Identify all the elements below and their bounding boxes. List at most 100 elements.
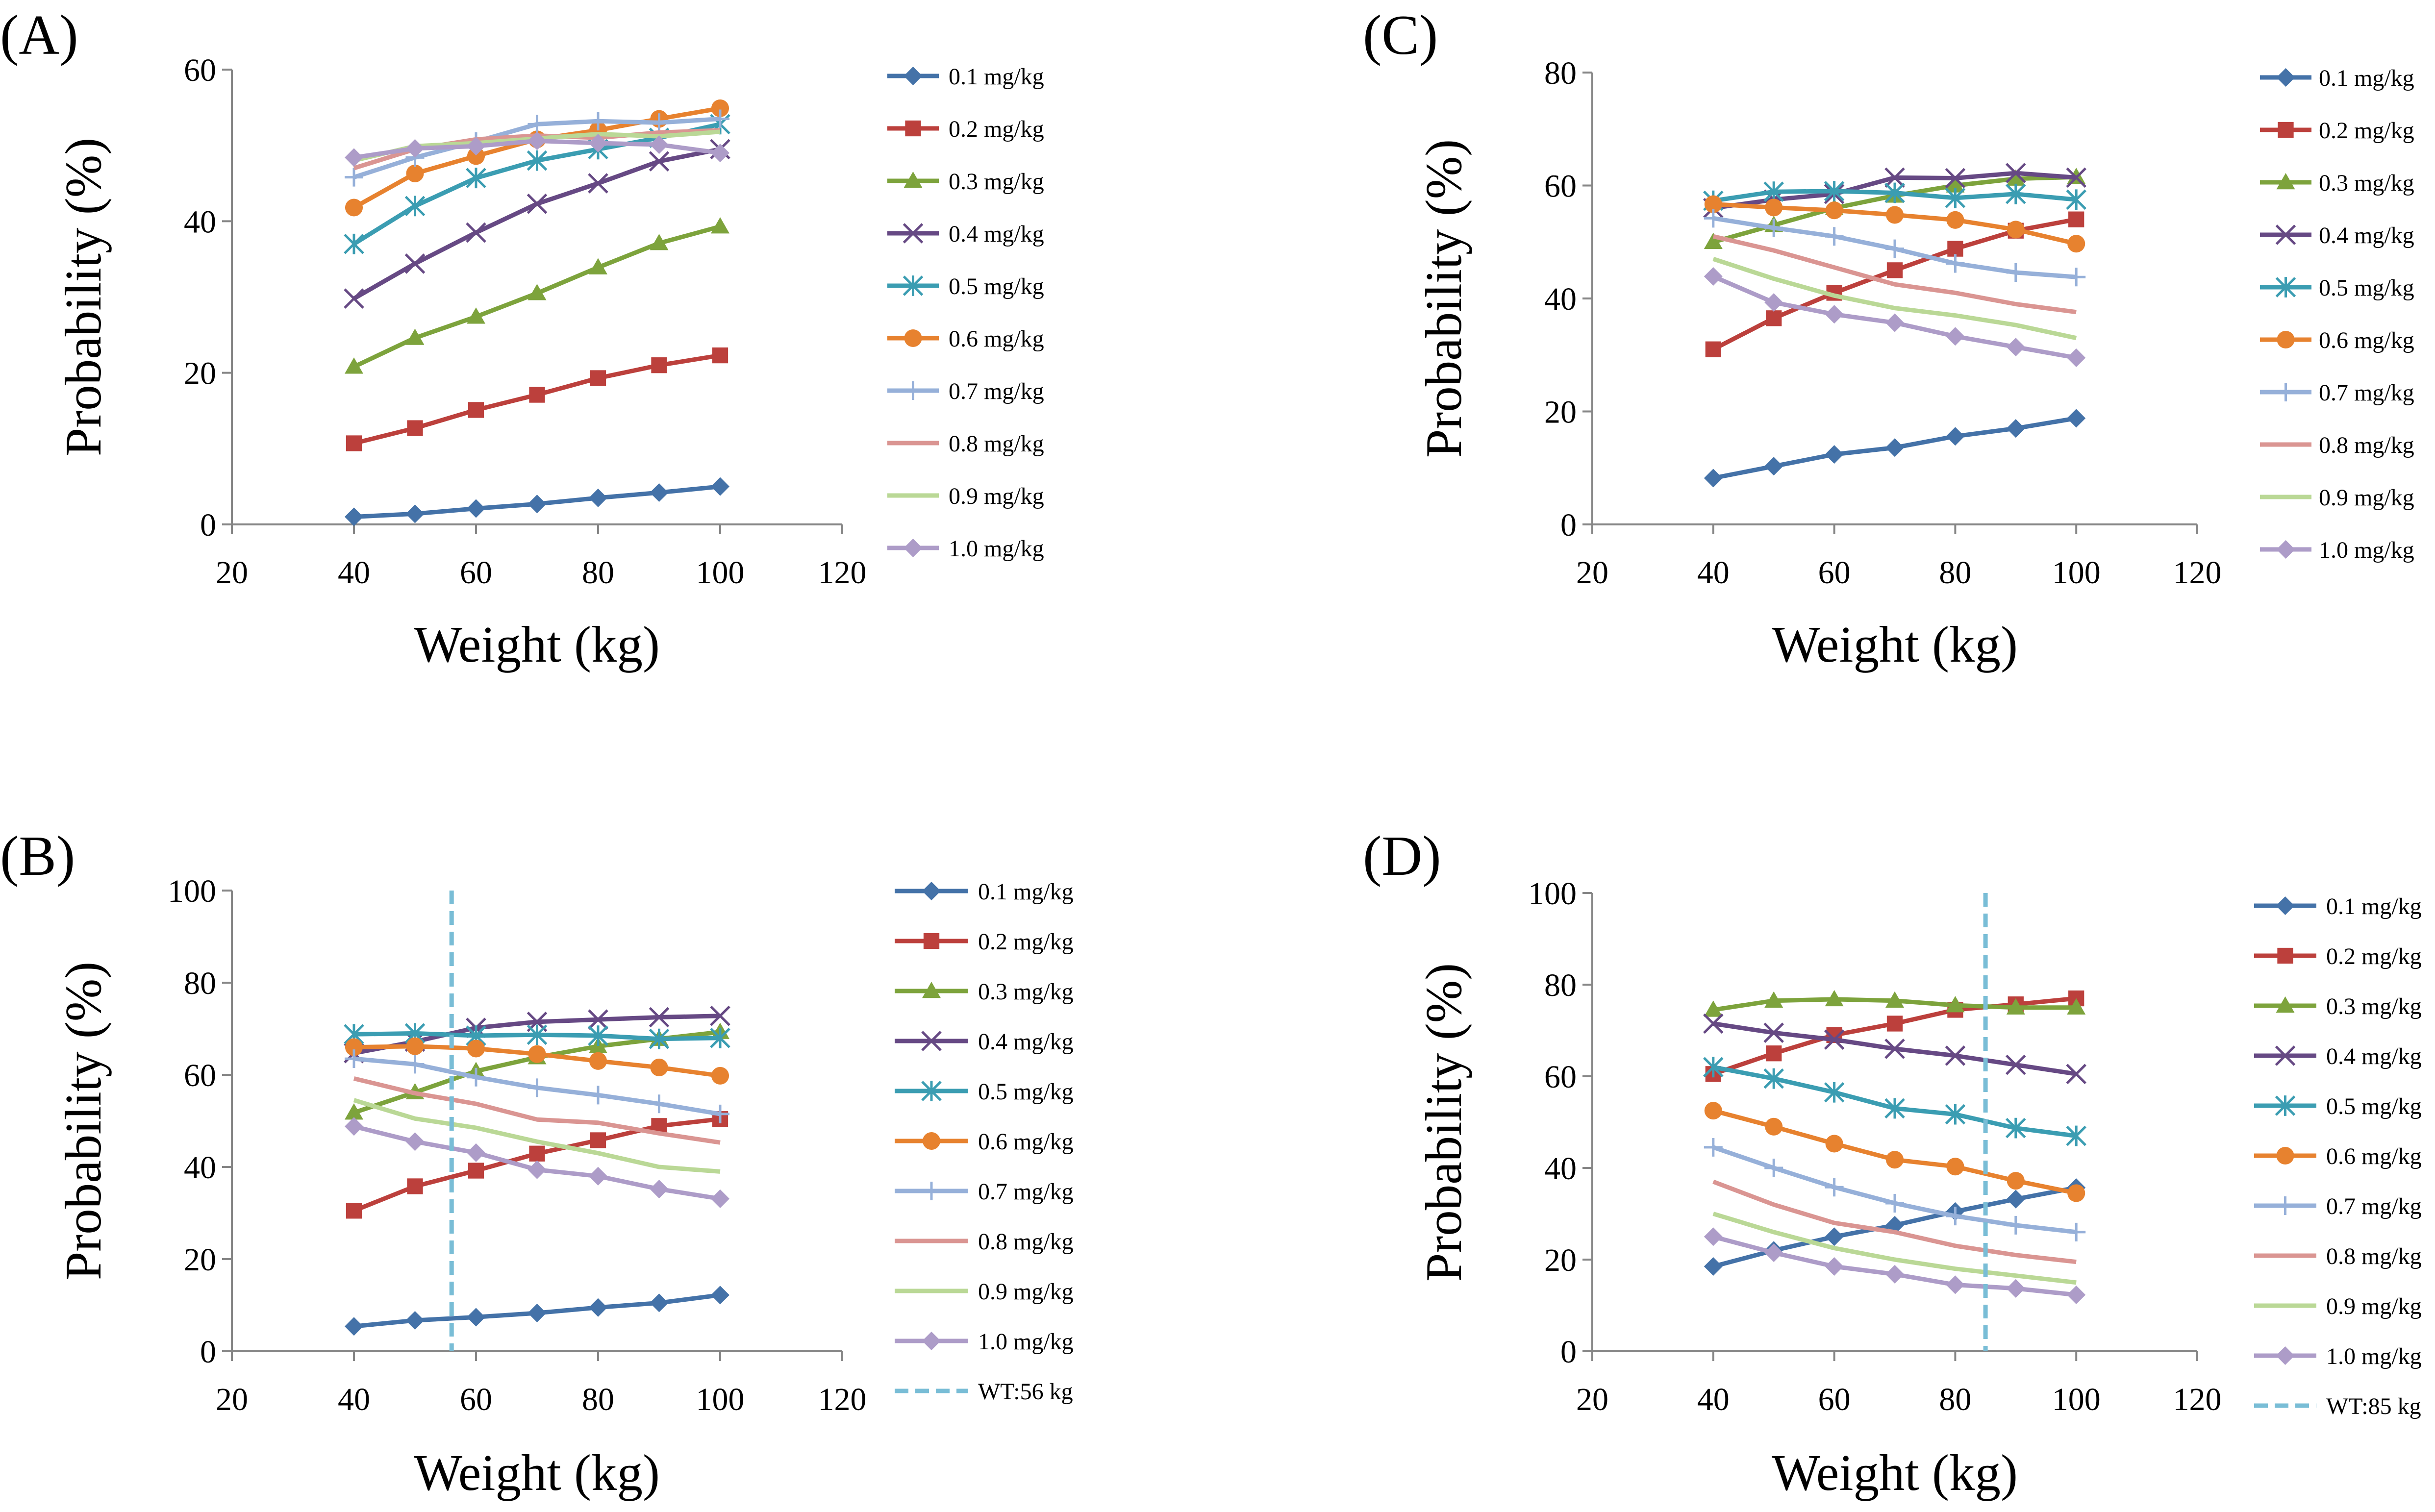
data-point xyxy=(711,217,729,234)
data-point xyxy=(527,1303,547,1322)
y-tick-label: 0 xyxy=(1560,507,1577,543)
data-point xyxy=(527,115,547,134)
data-point xyxy=(345,1038,363,1056)
series-line xyxy=(353,1076,721,1145)
data-point xyxy=(404,253,426,274)
data-point xyxy=(711,109,729,128)
data-point xyxy=(1884,182,1905,203)
data-point xyxy=(590,1132,606,1148)
x-tick-label: 100 xyxy=(696,555,745,591)
x-tick-label: 80 xyxy=(582,555,614,591)
y-tick-label: 20 xyxy=(1544,1242,1577,1278)
data-point xyxy=(1703,1057,1724,1078)
data-point xyxy=(1885,1194,1904,1213)
x-tick-label: 120 xyxy=(818,555,867,591)
legend-entry: 0.1 mg/kg xyxy=(2326,893,2422,919)
data-point xyxy=(1704,1138,1723,1157)
data-point xyxy=(467,307,485,324)
data-point xyxy=(467,1308,485,1327)
legend-marker xyxy=(2276,1196,2295,1215)
data-point xyxy=(1825,990,1844,1007)
data-point xyxy=(344,233,364,254)
data-point xyxy=(712,347,728,364)
data-point xyxy=(344,288,364,309)
legend-marker xyxy=(2275,277,2296,297)
data-point xyxy=(650,483,669,502)
x-tick-label: 40 xyxy=(1697,1382,1730,1417)
data-point xyxy=(2006,169,2025,186)
x-tick-label: 100 xyxy=(2052,555,2101,591)
y-tick-label: 0 xyxy=(200,1334,216,1370)
legend-entry: 0.7 mg/kg xyxy=(949,378,1044,404)
data-point xyxy=(1704,232,1723,249)
data-point xyxy=(1946,1275,1965,1294)
data-point xyxy=(1704,209,1723,228)
x-tick-label: 20 xyxy=(1576,555,1608,591)
legend-marker xyxy=(923,933,940,949)
data-point xyxy=(1704,1257,1723,1276)
data-point xyxy=(527,284,547,300)
legend-marker xyxy=(2278,122,2294,138)
data-point xyxy=(588,173,608,194)
legend-entry: 1.0 mg/kg xyxy=(978,1329,1074,1355)
legend-marker xyxy=(921,1031,942,1051)
legend-marker xyxy=(922,1332,941,1350)
legend-marker xyxy=(2275,1095,2296,1116)
panel-a-ylabel: Probability (%) xyxy=(54,138,112,456)
series-line xyxy=(353,1098,721,1174)
y-tick-label: 60 xyxy=(184,52,216,88)
x-tick-label: 60 xyxy=(1818,1382,1851,1417)
data-point xyxy=(1825,1227,1844,1246)
x-tick-label: 100 xyxy=(696,1382,745,1417)
y-tick-label: 20 xyxy=(184,356,216,392)
data-point xyxy=(527,1160,547,1179)
data-point xyxy=(1945,187,1966,208)
x-tick-label: 80 xyxy=(582,1382,614,1417)
data-point xyxy=(1704,1102,1722,1120)
y-tick-label: 100 xyxy=(168,873,216,909)
x-tick-label: 100 xyxy=(2052,1382,2101,1417)
legend-marker xyxy=(903,275,924,296)
legend-entry: 0.2 mg/kg xyxy=(2326,943,2422,969)
data-point xyxy=(2006,1054,2026,1075)
data-point xyxy=(1946,1158,1964,1176)
data-point xyxy=(2068,211,2084,227)
legend-entry: 0.6 mg/kg xyxy=(2326,1143,2422,1169)
data-point xyxy=(1825,1257,1844,1276)
y-tick-label: 0 xyxy=(1560,1334,1577,1370)
data-point xyxy=(527,193,548,214)
data-point xyxy=(406,1037,424,1055)
legend-entry: 0.8 mg/kg xyxy=(2326,1243,2422,1269)
data-point xyxy=(345,507,363,526)
data-point xyxy=(345,1117,363,1136)
series-line xyxy=(1712,1212,2077,1285)
data-point xyxy=(406,164,424,182)
panel-b-xlabel: Weight (kg) xyxy=(414,1444,660,1501)
legend-marker xyxy=(922,1132,941,1150)
data-point xyxy=(1764,991,1783,1008)
data-point xyxy=(588,1025,608,1046)
legend-entry: 0.8 mg/kg xyxy=(978,1229,1074,1255)
legend-marker xyxy=(2277,947,2293,964)
data-point xyxy=(1946,176,1965,193)
legend-entry: 0.5 mg/kg xyxy=(949,273,1044,299)
legend-marker xyxy=(904,539,923,557)
x-tick-label: 40 xyxy=(338,555,370,591)
data-point xyxy=(589,134,607,153)
y-tick-label: 60 xyxy=(1544,1059,1577,1095)
data-point xyxy=(2006,1190,2025,1209)
data-point xyxy=(1763,181,1784,202)
data-point xyxy=(1825,227,1844,246)
data-point xyxy=(404,196,426,217)
panel-d-xlabel: Weight (kg) xyxy=(1772,1444,2018,1501)
data-point xyxy=(650,234,669,250)
x-tick-label: 40 xyxy=(1697,555,1730,591)
data-point xyxy=(711,99,729,117)
data-point xyxy=(1946,211,1964,229)
data-point xyxy=(345,1049,363,1068)
legend-entry: 0.5 mg/kg xyxy=(2319,275,2414,301)
panel-a-legend: 0.1 mg/kg 0.2 mg/kg 0.3 mg/kg 0.4 mg/kg 0.5 … xyxy=(887,64,1044,562)
data-point xyxy=(2067,268,2086,287)
